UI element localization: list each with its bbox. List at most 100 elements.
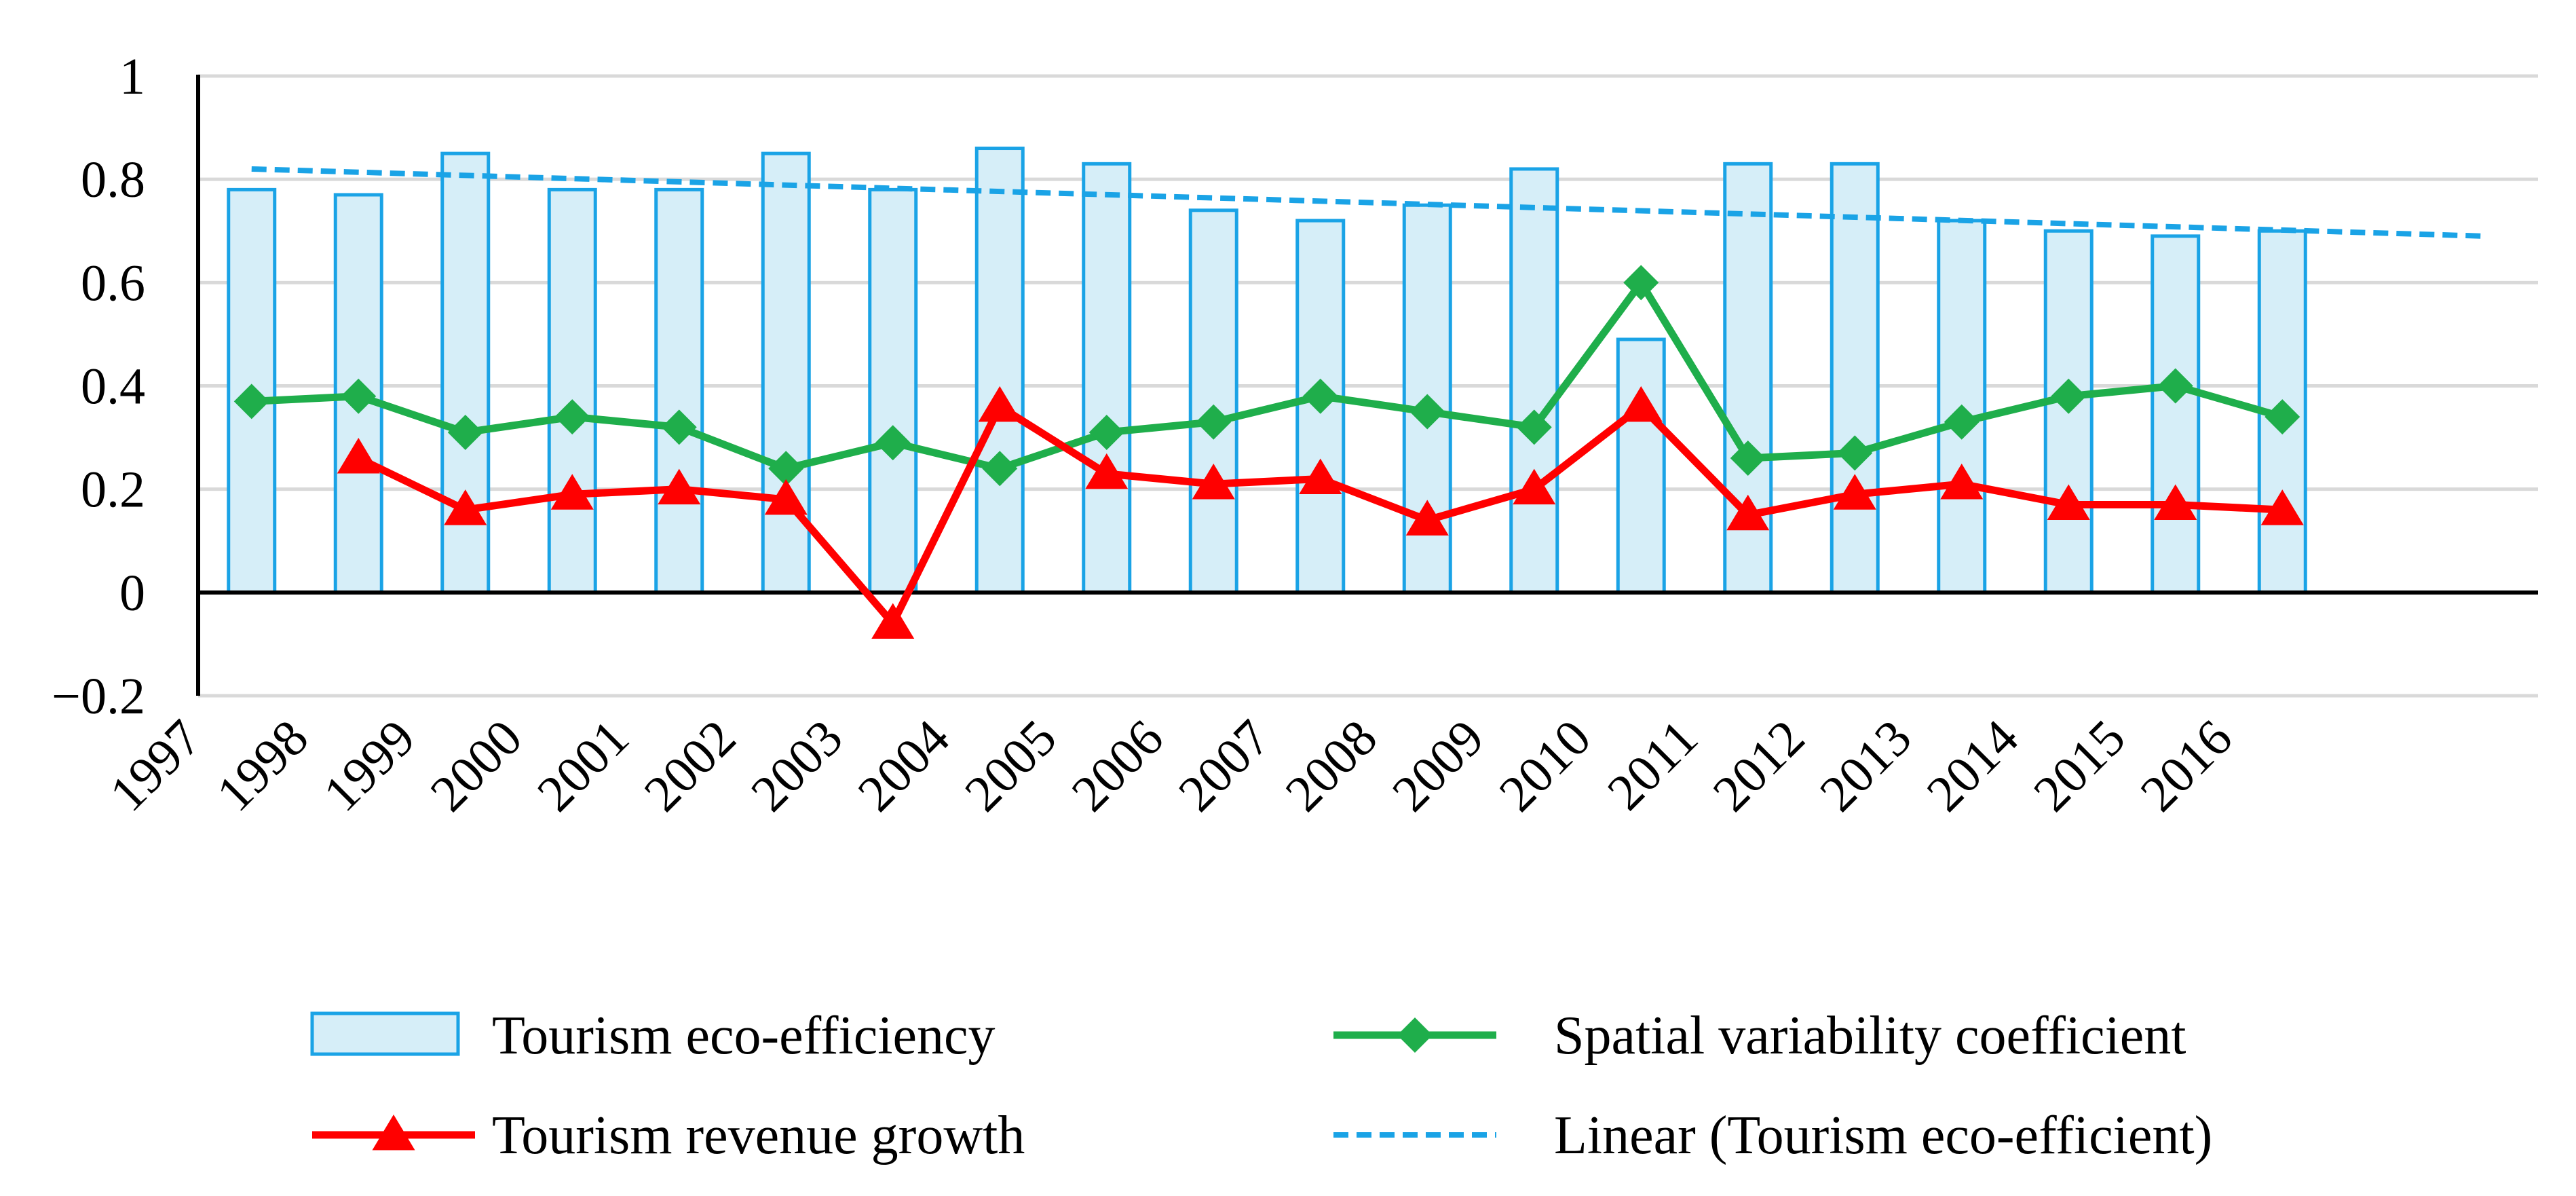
tourism-revenue-growth-point	[871, 603, 915, 639]
x-tick-labels: 1997199819992000200120022003200420052006…	[99, 709, 2243, 823]
spatial-variability-point	[2157, 368, 2193, 404]
legend-label: Spatial variability coefficient	[1554, 1006, 2186, 1066]
spatial-variability-point	[1196, 404, 1232, 440]
legend-swatch-bar	[310, 1011, 460, 1056]
legend-label: Tourism eco-efficiency	[492, 1006, 995, 1066]
x-tick-label: 2009	[1382, 709, 1495, 823]
spatial-variability-point	[1409, 394, 1445, 430]
x-tick-label: 1999	[313, 709, 426, 823]
spatial-variability-point	[554, 399, 590, 435]
x-tick-label: 2003	[740, 709, 854, 823]
y-tick-label: −0.2	[52, 668, 145, 725]
tourism-revenue-growth-point	[1085, 453, 1129, 489]
bar-tourism-eco-efficiency	[1616, 337, 1666, 595]
x-tick-label: 2007	[1168, 709, 1281, 823]
bar-tourism-eco-efficiency	[440, 151, 491, 595]
legend-marker-diamond	[1397, 1017, 1433, 1053]
tourism-revenue-growth-point	[978, 386, 1021, 422]
bar-tourism-eco-efficiency	[974, 147, 1025, 595]
spatial-variability-point	[1944, 404, 1980, 440]
bar-tourism-eco-efficiency	[2151, 234, 2201, 595]
spatial-variability-point	[1623, 265, 1659, 301]
x-tick-label: 2008	[1274, 709, 1388, 823]
tourism-revenue-growth-point	[1192, 464, 1235, 500]
axes	[196, 75, 2538, 696]
x-tick-label: 2004	[847, 709, 960, 823]
legend-item: Tourism revenue growth	[312, 1106, 1025, 1165]
tourism-revenue-growth-point	[1513, 468, 1556, 505]
x-tick-label: 2002	[633, 709, 746, 823]
legend-item: Spatial variability coefficient	[1333, 1006, 2186, 1066]
bar-tourism-eco-efficiency	[1830, 162, 1880, 595]
spatial-variability-point	[1837, 435, 1873, 471]
legend-marker-triangle	[372, 1115, 415, 1151]
spatial-variability-point	[982, 451, 1018, 487]
tourism-revenue-growth-point	[1833, 474, 1876, 510]
bar-tourism-eco-efficiency	[547, 187, 597, 595]
bar-tourism-eco-efficiency	[868, 187, 918, 595]
x-tick-label: 1997	[99, 709, 212, 823]
x-tick-label: 2006	[1061, 709, 1174, 823]
x-tick-label: 2012	[1702, 709, 1815, 823]
legend-label: Linear (Tourism eco-efficient)	[1554, 1106, 2212, 1165]
spatial-variability-line	[251, 278, 2284, 472]
y-tick-label: 0.8	[81, 151, 145, 208]
y-tick-label: 0.4	[81, 358, 145, 415]
spatial-variability-point	[341, 378, 377, 414]
bar-tourism-eco-efficiency	[1082, 162, 1132, 595]
y-tick-label: 0	[119, 565, 145, 622]
legend-label: Tourism revenue growth	[492, 1106, 1025, 1165]
y-tick-labels: 1 0.8 0.6 0.4 0.2 0 −0.2	[52, 48, 145, 725]
spatial-variability-point	[447, 414, 483, 450]
trendline-linear	[251, 166, 2484, 239]
x-tick-label: 2013	[1809, 709, 1922, 823]
y-tick-label: 1	[119, 48, 145, 105]
bar-tourism-eco-efficiency	[654, 187, 704, 595]
tourism-revenue-growth-point	[2260, 489, 2304, 525]
trendline	[251, 166, 2484, 239]
spatial-variability-point	[2051, 378, 2087, 414]
x-tick-label: 2000	[419, 709, 533, 823]
tourism-revenue-growth-point	[1405, 500, 1449, 536]
spatial-variability-point	[875, 425, 911, 461]
x-tick-label: 2016	[2129, 709, 2243, 823]
tourism-revenue-growth-point	[1299, 458, 1342, 494]
spatial-variability-point	[2265, 399, 2300, 435]
bars	[227, 147, 2307, 595]
spatial-variability-point	[1516, 409, 1552, 445]
spatial-variability-point	[1302, 378, 1338, 414]
tourism-revenue-growth-point	[550, 474, 594, 510]
bar-tourism-eco-efficiency	[1509, 167, 1559, 595]
tourism-revenue-growth-point	[444, 489, 487, 525]
spatial-variability-point	[233, 384, 269, 419]
y-tick-label: 0.2	[81, 462, 145, 519]
x-tick-label: 2014	[1916, 709, 2029, 823]
tourism-revenue-growth-point	[764, 479, 808, 515]
lines	[233, 265, 2304, 639]
bar-tourism-eco-efficiency	[1188, 208, 1238, 595]
bar-tourism-eco-efficiency	[761, 151, 811, 595]
legend-item: Tourism eco-efficiency	[310, 1006, 995, 1066]
spatial-variability-point	[1730, 441, 1766, 476]
tourism-revenue-growth-point	[1940, 464, 1984, 500]
x-tick-label: 2001	[527, 709, 640, 823]
x-tick-label: 2015	[2023, 709, 2136, 823]
spatial-variability-point	[661, 409, 697, 445]
legend: Tourism eco-efficiency Spatial variabilit…	[310, 1006, 2212, 1165]
tourism-revenue-growth-point	[1619, 386, 1663, 422]
spatial-variability-point	[1088, 414, 1124, 450]
x-tick-label: 2005	[954, 709, 1067, 823]
tourism-revenue-growth-point	[658, 468, 701, 505]
legend-item: Linear (Tourism eco-efficient)	[1333, 1106, 2212, 1165]
x-tick-label: 2010	[1488, 709, 1602, 823]
x-tick-label: 1998	[206, 709, 319, 823]
x-tick-label: 2011	[1597, 709, 1709, 821]
spatial-variability-point	[768, 451, 804, 487]
tourism-revenue-growth-point	[1726, 494, 1770, 531]
tourism-revenue-growth-point	[2154, 484, 2197, 520]
tourism-revenue-growth-point	[337, 438, 380, 474]
y-tick-label: 0.6	[81, 255, 145, 312]
tourism-revenue-growth-point	[2047, 484, 2090, 520]
